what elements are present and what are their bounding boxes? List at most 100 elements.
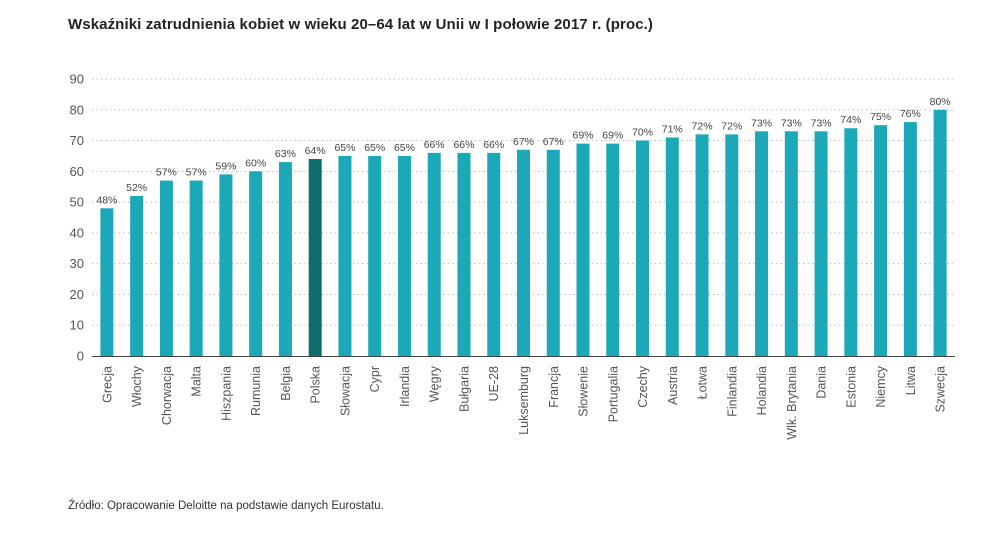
bar (457, 152, 471, 356)
x-tick-label: Czechy (636, 365, 650, 407)
x-tick-label: Luksemburg (517, 366, 531, 435)
data-label: 76% (900, 108, 921, 120)
x-tick-label: Słowacja (338, 366, 352, 416)
x-tick-label: Malta (190, 366, 204, 397)
data-label: 60% (245, 157, 266, 169)
bar (546, 149, 560, 356)
x-tick-label: Bułgaria (457, 366, 471, 412)
x-tick-label: Belgia (279, 366, 293, 401)
bar (130, 195, 144, 356)
data-label: 67% (513, 136, 534, 148)
x-tick-label: UE-28 (487, 366, 501, 401)
bar (278, 162, 292, 356)
bar (755, 131, 769, 356)
x-tick-label: Włochy (130, 365, 144, 407)
x-tick-label: Estonia (844, 366, 858, 408)
x-tick-label: Szwecja (934, 366, 948, 413)
bar (308, 159, 322, 356)
data-label: 59% (215, 160, 236, 172)
bar (933, 109, 947, 357)
bar (784, 131, 798, 356)
bar (189, 180, 203, 356)
data-label: 70% (632, 127, 653, 139)
bar (338, 155, 352, 356)
x-tick-label: Niemcy (874, 365, 888, 407)
bar (100, 208, 114, 356)
x-axis-labels: Grecja Włochy Chorwacja Malta Hiszpania Rumun… (100, 365, 947, 439)
x-tick-label: Austria (666, 366, 680, 405)
data-label: 80% (930, 96, 951, 108)
x-tick-label: Portugalia (606, 366, 620, 422)
x-tick-label: Francja (547, 366, 561, 408)
data-label: 52% (126, 182, 147, 194)
bar (397, 155, 411, 356)
data-label: 75% (870, 111, 891, 123)
bar (725, 134, 739, 356)
x-tick-label: Hiszpania (219, 366, 233, 421)
data-label: 66% (483, 139, 504, 151)
bar (695, 134, 709, 356)
y-tick-label: 80 (70, 102, 84, 117)
data-label: 65% (334, 142, 355, 154)
bar (874, 125, 888, 357)
x-tick-label: Chorwacja (160, 366, 174, 425)
bar (903, 122, 917, 356)
y-axis-ticks: 0 10 20 30 40 50 60 70 80 90 (70, 72, 84, 364)
bar (814, 131, 828, 356)
x-tick-label: Dania (815, 366, 829, 399)
data-label: 66% (424, 139, 445, 151)
x-tick-label: Łotwa (696, 366, 710, 399)
data-label: 67% (543, 136, 564, 148)
value-labels: 48% 52% 57% 57% 59% 60% 63% 64% 65% 65% 65% 66% 66% 6… (96, 96, 950, 206)
bar (159, 180, 173, 356)
bar (427, 152, 441, 356)
data-label: 57% (186, 167, 207, 179)
y-tick-label: 50 (70, 195, 84, 210)
y-tick-label: 30 (70, 256, 84, 271)
x-tick-label: Słowenie (577, 366, 591, 417)
bar (487, 152, 501, 356)
bar (249, 171, 263, 356)
data-label: 73% (811, 117, 832, 129)
y-tick-label: 90 (70, 72, 84, 87)
bar (844, 128, 858, 356)
source-note: Źródło: Opracowanie Deloitte na podstawi… (68, 500, 384, 512)
data-label: 57% (156, 167, 177, 179)
data-label: 73% (751, 117, 772, 129)
y-tick-label: 40 (70, 225, 84, 240)
x-tick-label: Litwa (904, 366, 918, 395)
bar (576, 143, 590, 356)
data-label: 72% (692, 120, 713, 132)
data-label: 73% (781, 117, 802, 129)
x-tick-label: Irlandia (398, 366, 412, 407)
bar (219, 174, 233, 356)
y-tick-label: 60 (70, 164, 84, 179)
data-label: 71% (662, 123, 683, 135)
data-label: 66% (453, 139, 474, 151)
x-tick-label: Wlk. Brytania (785, 366, 799, 440)
bars (100, 109, 947, 357)
data-label: 63% (275, 148, 296, 160)
x-tick-label: Grecja (100, 366, 114, 403)
y-tick-label: 70 (70, 133, 84, 148)
x-tick-label: Polska (309, 366, 323, 404)
x-tick-label: Holandia (755, 366, 769, 415)
data-label: 65% (394, 142, 415, 154)
y-tick-label: 10 (70, 318, 84, 333)
bar (517, 149, 530, 356)
x-tick-label: Finlandia (725, 366, 739, 417)
y-tick-label: 20 (70, 287, 84, 302)
data-label: 64% (305, 145, 326, 157)
chart-title: Wskaźniki zatrudnienia kobiet w wieku 20… (68, 16, 654, 33)
bar (636, 140, 650, 356)
data-label: 72% (721, 120, 742, 132)
y-tick-label: 0 (77, 349, 84, 364)
bar (368, 155, 382, 356)
x-tick-label: Rumunia (249, 366, 263, 416)
x-tick-label: Węgry (428, 365, 442, 402)
data-label: 48% (96, 194, 117, 206)
data-label: 65% (364, 142, 385, 154)
data-label: 69% (573, 130, 594, 142)
data-label: 69% (602, 130, 623, 142)
